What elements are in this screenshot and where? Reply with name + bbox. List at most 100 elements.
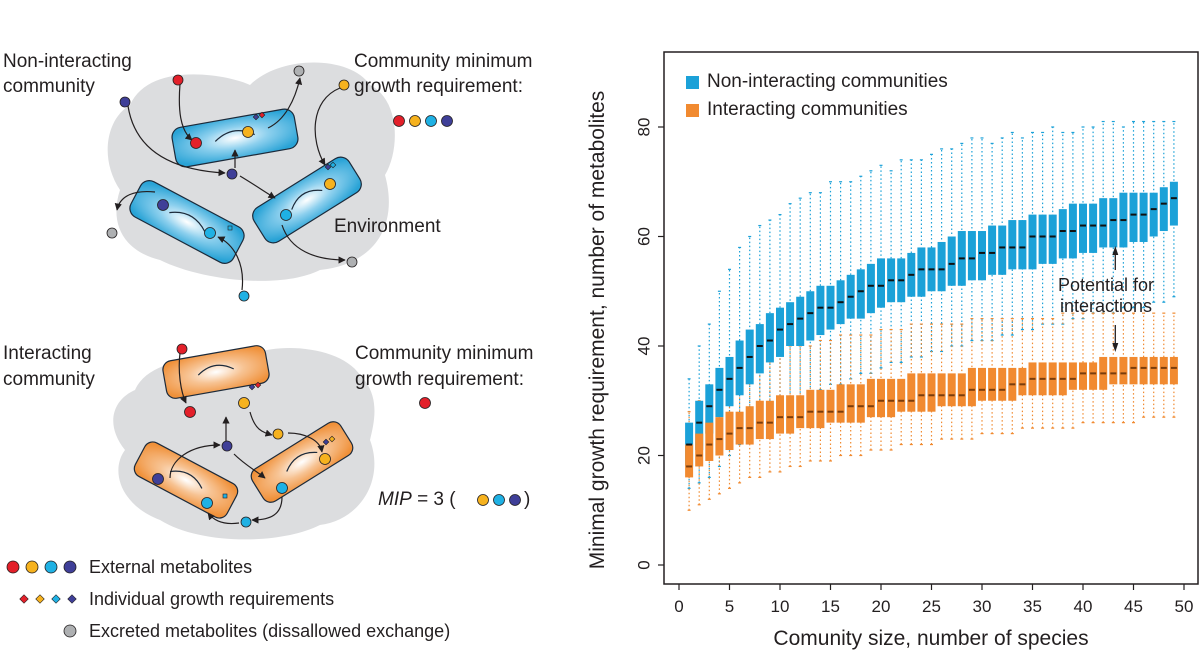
- community-diagram: [6, 62, 521, 638]
- legend-swatch-orange: [686, 103, 699, 117]
- cell-bottom-2: [133, 441, 239, 519]
- legend-excreted-icon: [63, 624, 77, 638]
- metabolite-cyan: [276, 482, 288, 494]
- legend-swatch-blue: [686, 75, 699, 89]
- legend-external-icon: [6, 560, 77, 574]
- mip-text: MIP = 3 (: [378, 489, 456, 511]
- box-interacting: [705, 422, 714, 461]
- y-tick-label: 20: [634, 446, 653, 465]
- mip-value: = 3 (: [417, 489, 456, 510]
- box-interacting: [1129, 356, 1138, 385]
- box-interacting: [988, 367, 997, 401]
- cell-top-3: [252, 156, 362, 244]
- box-interacting: [786, 395, 795, 434]
- metabolite-navy: [157, 199, 169, 211]
- bottom-panel-title-line1: Interacting: [3, 343, 92, 364]
- metabolite-navy: [221, 440, 233, 452]
- box-non-interacting: [988, 225, 997, 275]
- environment-label: Environment: [334, 216, 441, 237]
- box-non-interacting: [796, 296, 805, 346]
- box-interacting: [1159, 356, 1168, 385]
- box-interacting: [957, 373, 966, 407]
- box-non-interacting: [877, 258, 885, 308]
- box-interacting: [806, 389, 815, 429]
- x-tick-label: 5: [725, 597, 734, 616]
- legend-excreted-label: Excreted metabolites (dissallowed exchan…: [89, 621, 451, 641]
- box-interacting: [967, 367, 976, 407]
- box-interacting: [907, 373, 916, 412]
- box-non-interacting: [866, 263, 875, 314]
- annotation-arrowhead-up: [1112, 246, 1119, 255]
- boxplot-chart: 0 5 10 15 20 25 30 35 40 45 50 0 20 40 60 80: [634, 51, 1199, 616]
- box-interacting: [937, 373, 946, 407]
- box-interacting: [695, 433, 704, 467]
- box-non-interacting: [725, 356, 734, 407]
- box-interacting: [796, 395, 805, 429]
- box-interacting: [836, 384, 845, 423]
- box-non-interacting: [755, 324, 764, 374]
- box-non-interacting: [1129, 192, 1138, 242]
- metabolite-red: [172, 74, 184, 86]
- x-tick-label: 20: [872, 597, 891, 616]
- bottom-panel-title-line2: community: [3, 369, 95, 390]
- legend-external-label: External metabolites: [89, 557, 253, 577]
- bottom-requirement-line2: growth requirement:: [355, 369, 524, 390]
- box-non-interacting: [1169, 181, 1178, 226]
- x-tick-label: 30: [973, 597, 992, 616]
- box-non-interacting: [776, 307, 784, 357]
- box-non-interacting: [947, 236, 956, 286]
- top-requirement-line1: Community minimum: [354, 51, 533, 72]
- annotation-arrowhead-down: [1112, 343, 1119, 352]
- legend-non-interacting: Non-interacting communities: [686, 71, 948, 93]
- box-non-interacting: [705, 384, 714, 434]
- box-interacting: [1109, 356, 1118, 385]
- box-interacting: [978, 367, 986, 401]
- box-non-interacting: [917, 247, 926, 297]
- legend-label-interacting: Interacting communities: [707, 99, 908, 120]
- metabolite-yellow: [324, 178, 336, 190]
- metabolite-yellow: [272, 428, 284, 440]
- box-interacting: [1068, 362, 1077, 390]
- metabolite-red: [184, 406, 196, 418]
- box-non-interacting: [1149, 192, 1158, 237]
- box-non-interacting: [1089, 203, 1098, 253]
- annotation-line1: Potential for: [1057, 275, 1155, 295]
- box-interacting: [877, 378, 885, 418]
- metabolite-cyan: [240, 516, 252, 528]
- y-tick-label: 60: [634, 227, 653, 246]
- box-non-interacting: [978, 231, 986, 281]
- metabolite-navy: [226, 168, 238, 180]
- x-tick-label: 40: [1074, 597, 1093, 616]
- y-tick-label: 80: [634, 118, 653, 137]
- box-interacting: [1139, 356, 1148, 385]
- box-non-interacting: [806, 291, 815, 341]
- metabolite-cyan: [238, 290, 250, 302]
- box-non-interacting: [1109, 198, 1118, 248]
- x-tick-label: 0: [674, 597, 683, 616]
- box-interacting: [1018, 367, 1027, 396]
- box-interacting: [765, 400, 774, 440]
- x-tick-label: 45: [1124, 597, 1143, 616]
- box-interacting: [998, 367, 1007, 401]
- box-non-interacting: [695, 400, 704, 451]
- box-non-interacting: [1048, 214, 1057, 264]
- box-interacting: [1089, 362, 1098, 390]
- x-tick-label: 25: [922, 597, 941, 616]
- box-interacting: [1079, 362, 1087, 390]
- community-requirement-top: [393, 115, 453, 127]
- box-interacting: [816, 389, 825, 429]
- box-interacting: [927, 373, 936, 412]
- box-interacting: [745, 406, 754, 445]
- box-interacting: [866, 378, 875, 418]
- community-requirement-bottom: [419, 397, 431, 409]
- box-non-interacting: [937, 241, 946, 292]
- box-non-interacting: [998, 225, 1007, 275]
- box-non-interacting: [816, 285, 825, 336]
- box-non-interacting: [1028, 214, 1037, 270]
- metabolite-navy: [152, 473, 164, 485]
- metabolite-yellow: [242, 126, 254, 138]
- box-non-interacting: [967, 231, 976, 281]
- box-interacting: [685, 444, 694, 478]
- legend-interacting: Interacting communities: [686, 99, 908, 121]
- box-interacting: [856, 384, 865, 423]
